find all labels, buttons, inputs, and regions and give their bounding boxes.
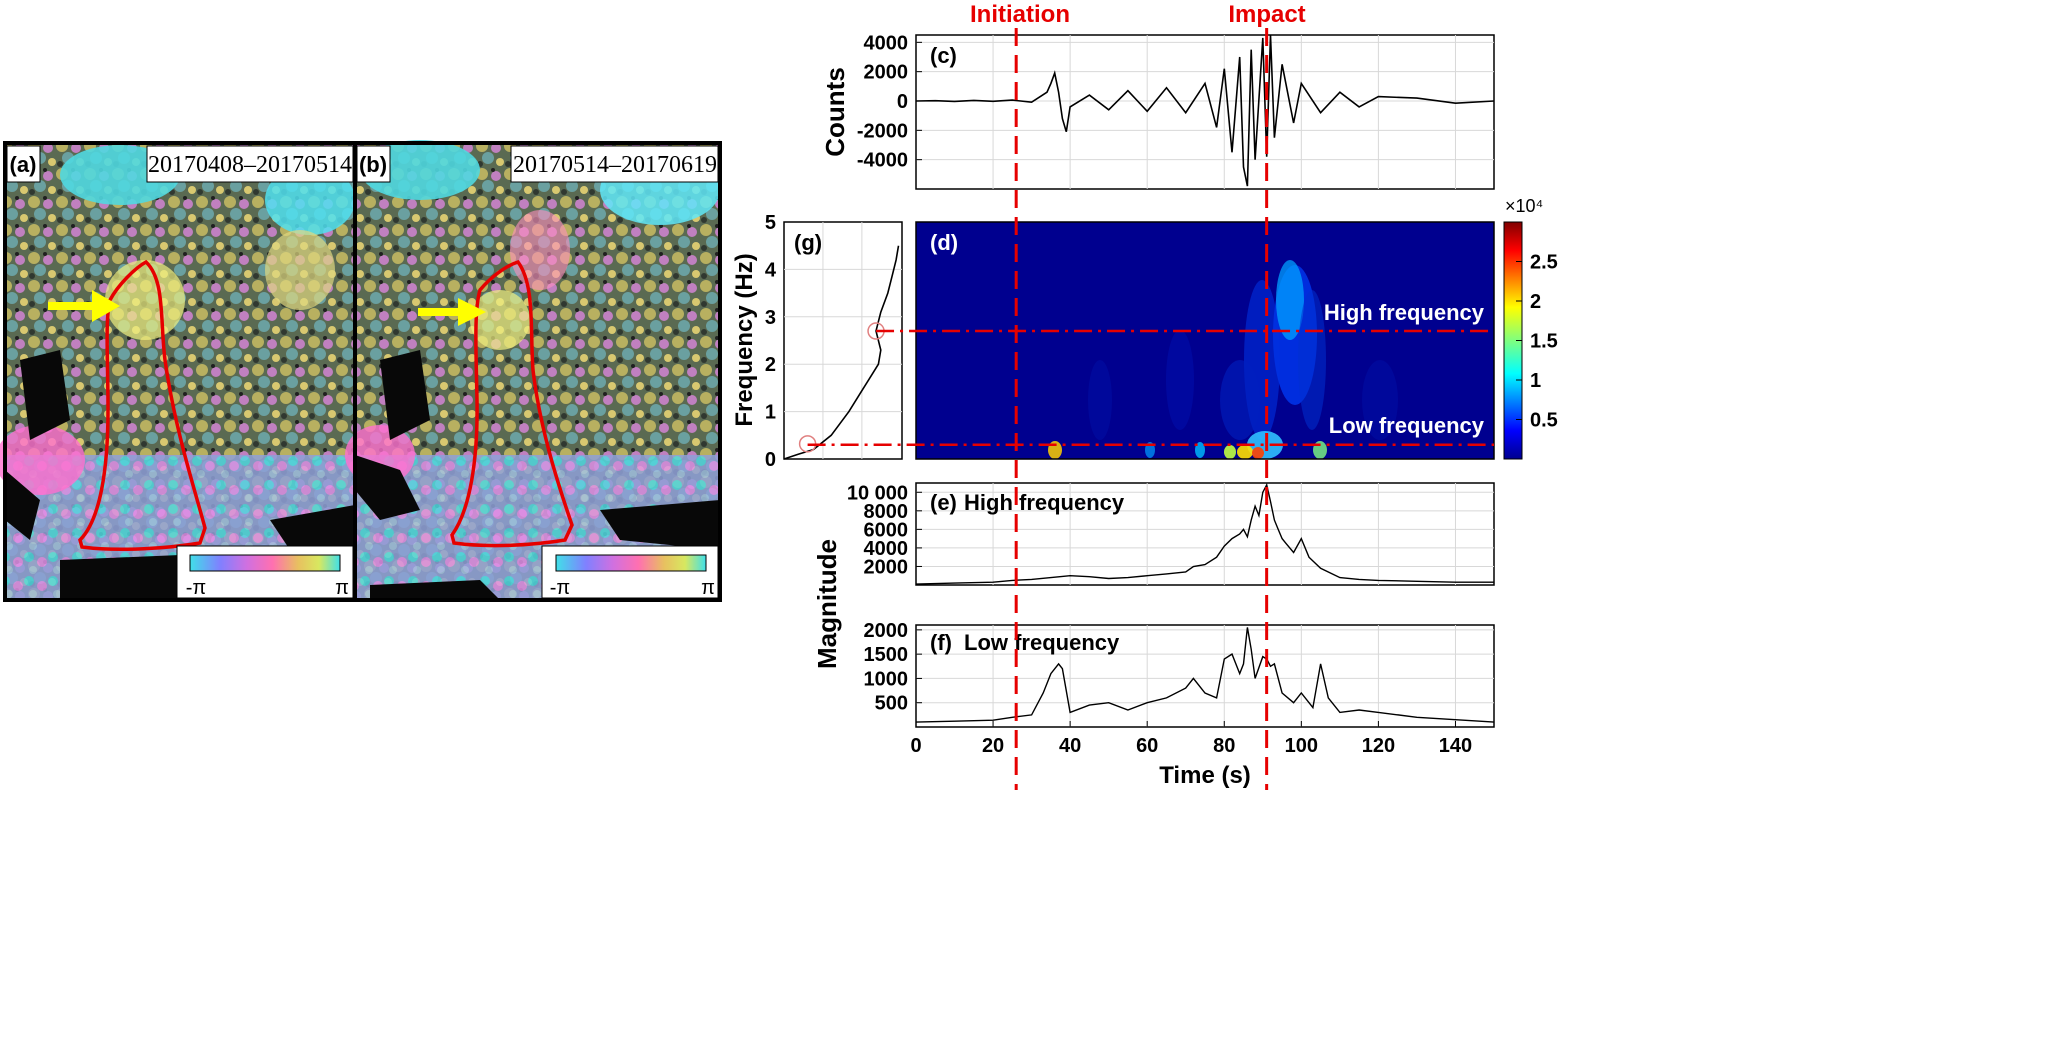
cb-b-max: π xyxy=(701,577,715,599)
chart-e-ytick-label: 8000 xyxy=(864,501,909,523)
event-lines xyxy=(807,28,1494,790)
colorbar-tick-label: 2 xyxy=(1530,291,1541,313)
colorbar-tick-label: 1 xyxy=(1530,370,1541,392)
magnitude-ylabel: Magnitude xyxy=(812,539,842,669)
frequency-tick-label: 0 xyxy=(765,449,776,471)
chart-f-xlabel: Time (s) xyxy=(1159,762,1251,789)
chart-f-xtick-label: 80 xyxy=(1213,735,1235,757)
impact-label: Impact xyxy=(1228,1,1305,28)
chart-f-ytick-label: 500 xyxy=(875,693,908,715)
chart-e-ytick-label: 10 000 xyxy=(847,482,908,504)
spectrogram-energy xyxy=(1220,360,1260,440)
cb-a-max: π xyxy=(335,577,349,599)
panel-b-dates: 20170514–20170619 xyxy=(513,152,717,178)
frequency-tick-label: 1 xyxy=(765,402,776,424)
chart-f-xtick-label: 140 xyxy=(1439,735,1472,757)
panel-b: (b) 20170514–20170619 -π π xyxy=(345,140,722,602)
spectrogram-energy xyxy=(1224,445,1236,459)
spectrogram-energy xyxy=(1166,330,1194,430)
chart-d: (d) High frequency Low frequency 0.5 1 1.5… xyxy=(915,196,1558,460)
chart-f-title: Low frequency xyxy=(964,630,1120,655)
chart-c-line xyxy=(915,34,1495,187)
colorbar-tick-label: 0.5 xyxy=(1530,410,1558,432)
panel-a-dates: 20170408–20170514 xyxy=(148,152,352,178)
initiation-label: Initiation xyxy=(970,1,1070,28)
chart-c: -4000 -2000 0 2000 4000 (c) Counts xyxy=(820,32,1495,190)
chart-f-xtick-label: 20 xyxy=(982,735,1004,757)
colorbar-exponent: ×10⁴ xyxy=(1505,196,1543,216)
chart-e-ytick-label: 2000 xyxy=(864,556,909,578)
hf-label: High frequency xyxy=(1324,300,1485,325)
chart-d-label: (d) xyxy=(930,230,958,255)
frequency-tick-label: 4 xyxy=(765,259,777,281)
chart-f-ytick-label: 2000 xyxy=(864,620,909,642)
frequency-tick-label: 2 xyxy=(765,354,776,376)
chart-c-ytick-label: 2000 xyxy=(864,62,909,84)
spectrogram xyxy=(916,222,1494,459)
frequency-tick-label: 5 xyxy=(765,212,776,234)
chart-g-label: (g) xyxy=(794,230,822,255)
frequency-tick-label: 3 xyxy=(765,307,776,329)
spectrogram-energy xyxy=(1276,260,1304,340)
chart-c-ytick-label: 0 xyxy=(897,91,908,113)
chart-c-ytick-label: -4000 xyxy=(857,150,908,172)
cb-b-min: -π xyxy=(550,577,570,599)
chart-f-xtick-label: 40 xyxy=(1059,735,1081,757)
chart-e-ytick-label: 4000 xyxy=(864,538,909,560)
chart-f-ytick-label: 1500 xyxy=(864,644,909,666)
phase-colorbar-b xyxy=(555,554,707,572)
chart-f-xtick-label: 60 xyxy=(1136,735,1158,757)
chart-e-line xyxy=(915,482,1494,585)
spectrogram-energy xyxy=(1088,360,1112,440)
panel-b-label: (b) xyxy=(359,152,387,177)
chart-e-title: High frequency xyxy=(964,490,1125,515)
spectrogram-energy xyxy=(1362,360,1398,440)
chart-e-ytick-label: 6000 xyxy=(864,519,909,541)
cb-a-min: -π xyxy=(186,577,206,599)
chart-c-label: (c) xyxy=(930,43,957,68)
spectrogram-energy xyxy=(1298,290,1326,430)
phase-colorbar-a xyxy=(189,554,341,572)
panel-a: (a) 20170408–20170514 -π π xyxy=(0,141,357,602)
chart-e-label: (e) xyxy=(930,490,957,515)
panel-a-label: (a) xyxy=(10,152,37,177)
chart-f-ytick-label: 1000 xyxy=(864,668,909,690)
colorbar-tick-label: 2.5 xyxy=(1530,252,1558,274)
chart-f-line xyxy=(915,627,1495,723)
chart-f-xtick-label: 0 xyxy=(910,735,921,757)
chart-c-ylabel: Counts xyxy=(820,67,850,157)
spectrogram-energy xyxy=(1237,445,1253,459)
chart-c-ytick-label: 4000 xyxy=(864,32,909,54)
chart-c-ytick-label: -2000 xyxy=(857,120,908,142)
colorbar-tick-label: 1.5 xyxy=(1530,331,1558,353)
chart-f-xtick-label: 120 xyxy=(1362,735,1395,757)
chart-g: 0 1 2 3 4 5 (g) Frequency (Hz) xyxy=(731,212,903,471)
chart-f-label: (f) xyxy=(930,630,952,655)
lf-label: Low frequency xyxy=(1329,413,1485,438)
chart-f-xtick-label: 100 xyxy=(1285,735,1318,757)
spectrogram-energy xyxy=(1252,447,1264,459)
chart-d-ylabel: Frequency (Hz) xyxy=(731,253,758,426)
